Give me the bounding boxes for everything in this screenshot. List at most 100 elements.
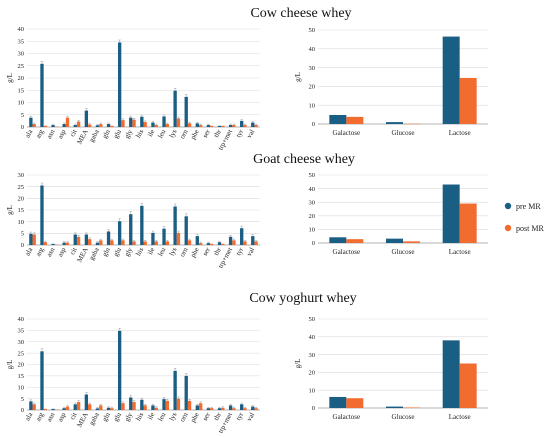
bar-trp-met-post	[232, 408, 236, 410]
bar-ser-post	[210, 408, 214, 410]
bar-tyr-post	[243, 408, 247, 410]
x-tick-label: gln	[101, 128, 112, 140]
bar-arg-pre	[40, 351, 44, 410]
x-tick-label: ser	[201, 246, 212, 258]
bar-lactose-post	[459, 203, 477, 243]
bar-val-pre	[251, 236, 255, 245]
y-tick-label: 50	[309, 172, 316, 179]
bar-ala-pre	[29, 117, 33, 127]
x-tick-label: asp	[56, 128, 68, 140]
bar-tyr-post	[243, 125, 247, 127]
bar-arg-post	[43, 408, 47, 410]
bar-thr-pre	[217, 125, 222, 127]
bar-phe-pre	[195, 405, 199, 410]
x-tick-label: Glucose	[392, 248, 415, 256]
x-tick-label: arg	[34, 128, 45, 140]
bar-ile-post	[154, 125, 158, 127]
legend-label-pre-mr: pre MR	[516, 202, 541, 211]
x-tick-label: leu	[156, 246, 167, 258]
x-tick-label: gly	[123, 246, 134, 258]
bar-gln-post	[110, 240, 114, 245]
x-tick-label: MEA	[75, 246, 89, 263]
bar-cit-pre	[73, 125, 77, 127]
x-tick-label: lys	[168, 128, 179, 139]
bar-cit-post	[76, 121, 81, 127]
bar-ile-post	[154, 407, 158, 410]
x-tick-label: asn	[45, 246, 57, 258]
y-tick-label: 15	[18, 373, 25, 380]
bar-lys-pre	[173, 90, 177, 127]
bar-galactose-pre	[329, 396, 347, 408]
bar-leu-pre	[162, 399, 166, 410]
bar-gln-post	[110, 408, 114, 410]
bar-glu-post	[121, 240, 125, 245]
legend-label-post-mr: post MR	[516, 224, 544, 233]
x-tick-label: gaba	[88, 410, 102, 426]
bar-lys-pre	[173, 206, 177, 245]
bar-arg-post	[43, 125, 47, 127]
y-tick-label: 30	[18, 51, 25, 58]
x-tick-label: lys	[168, 411, 179, 422]
bar-gln-post	[110, 125, 114, 127]
bar-leu-pre	[162, 116, 166, 127]
y-tick-label: 40	[309, 46, 316, 53]
bar-phe-post	[198, 403, 203, 410]
bar-orn-post	[187, 123, 192, 127]
bar-thr-post	[221, 243, 225, 245]
x-tick-label: thr	[212, 411, 223, 422]
bar-orn-post	[187, 240, 192, 245]
y-tick-label: 20	[309, 213, 316, 220]
x-tick-label: ala	[23, 245, 34, 257]
x-tick-label: tyr	[234, 128, 245, 139]
y-tick-label: 10	[18, 219, 25, 226]
bar-val-post	[254, 408, 258, 410]
y-tick-label: 20	[18, 75, 25, 82]
x-tick-label: arg	[34, 411, 45, 423]
y-tick-label: 20	[309, 370, 316, 377]
bar-asn-pre	[51, 125, 55, 127]
y-axis-label: g/L	[294, 359, 302, 369]
bar-cit-post	[76, 236, 81, 245]
bar-lactose-post	[459, 77, 477, 124]
x-tick-label: val	[245, 246, 256, 257]
x-tick-label: asp	[56, 246, 68, 258]
bar-glucose-pre	[386, 238, 403, 243]
bar-mea-post	[88, 124, 92, 127]
bar-ser-pre	[206, 408, 211, 410]
y-tick-label: 30	[309, 65, 316, 72]
x-tick-label: cit	[68, 128, 78, 138]
legend-marker-post-mr	[504, 224, 512, 232]
x-tick-label: val	[245, 128, 256, 139]
bar-ile-pre	[151, 232, 155, 245]
x-tick-label: cit	[68, 411, 78, 421]
x-tick-label: Lactose	[449, 248, 471, 256]
bar-phe-pre	[195, 123, 199, 127]
x-tick-label: his	[134, 246, 145, 257]
bar-thr-post	[221, 125, 225, 127]
x-tick-label: MEA	[75, 411, 89, 428]
legend-marker-pre-mr	[504, 202, 512, 210]
bar-arg-post	[43, 242, 47, 245]
bar-lys-post	[176, 232, 181, 245]
bar-tyr-pre	[240, 228, 244, 245]
bar-cit-pre	[73, 234, 77, 245]
bar-thr-pre	[217, 242, 222, 245]
x-tick-label: Lactose	[449, 129, 471, 137]
bar-glucose-pre	[386, 406, 403, 408]
bar-his-pre	[140, 116, 144, 127]
bar-gaba-post	[99, 124, 103, 127]
bar-gln-pre	[106, 124, 111, 127]
y-tick-label: 30	[309, 352, 316, 359]
bar-galactose-post	[346, 239, 364, 243]
bar-leu-pre	[162, 228, 166, 245]
bar-trp-met-pre	[228, 236, 233, 245]
y-axis-label: g/L	[294, 72, 302, 82]
x-tick-label: tyr	[234, 411, 245, 422]
x-tick-label: glu	[112, 246, 123, 258]
y-tick-label: 40	[309, 186, 316, 193]
y-axis-label: g/L	[6, 73, 14, 83]
bar-gly-pre	[129, 117, 133, 127]
bar-glu-pre	[117, 330, 122, 410]
x-tick-label: glu	[112, 128, 123, 140]
